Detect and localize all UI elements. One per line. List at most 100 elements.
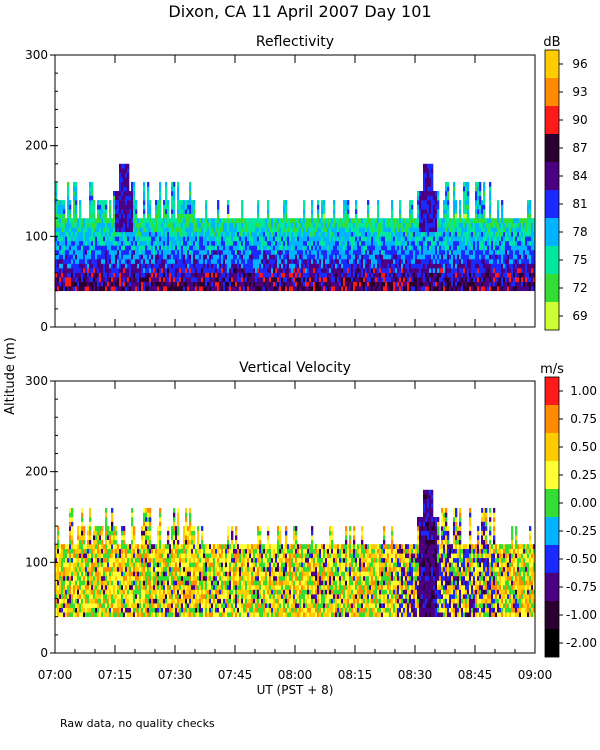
reflectivity-cell <box>97 277 100 282</box>
reflectivity-cell <box>297 272 300 278</box>
reflectivity-cell <box>97 209 100 214</box>
reflectivity-cell <box>399 281 402 287</box>
reflectivity-cell <box>173 281 176 287</box>
reflectivity-cell <box>247 268 250 273</box>
velocity-cell <box>61 575 64 581</box>
reflectivity-cell <box>243 277 246 282</box>
reflectivity-cell <box>505 245 508 251</box>
colorbar-label: 90 <box>572 113 587 127</box>
velocity-cell <box>97 566 100 572</box>
reflectivity-cell <box>453 272 456 278</box>
reflectivity-cell <box>323 218 326 224</box>
reflectivity-cell <box>71 286 74 292</box>
reflectivity-cell <box>415 222 418 228</box>
reflectivity-cell <box>523 240 526 246</box>
reflectivity-cell <box>63 277 66 282</box>
reflectivity-cell <box>157 281 160 287</box>
velocity-cell <box>73 557 76 563</box>
reflectivity-cell <box>207 286 210 292</box>
reflectivity-cell <box>511 259 514 264</box>
reflectivity-cell <box>241 281 244 287</box>
reflectivity-cell <box>425 204 428 210</box>
reflectivity-cell <box>321 249 324 255</box>
reflectivity-cell <box>375 254 378 260</box>
reflectivity-cell <box>391 227 394 233</box>
velocity-cell <box>95 526 98 531</box>
reflectivity-cell <box>471 281 474 287</box>
reflectivity-cell <box>151 263 154 269</box>
reflectivity-cell <box>523 259 526 264</box>
velocity-cell <box>81 562 84 568</box>
reflectivity-cell <box>77 272 80 278</box>
reflectivity-cell <box>83 231 86 237</box>
reflectivity-cell <box>327 281 330 287</box>
reflectivity-cell <box>159 186 162 192</box>
reflectivity-cell <box>533 249 535 255</box>
reflectivity-cell <box>193 200 196 205</box>
reflectivity-cell <box>433 245 436 251</box>
velocity-cell <box>59 585 62 590</box>
reflectivity-cell <box>507 231 510 237</box>
reflectivity-cell <box>503 254 506 260</box>
reflectivity-cell <box>445 286 448 292</box>
reflectivity-cell <box>263 231 266 237</box>
reflectivity-cell <box>355 213 358 219</box>
reflectivity-cell <box>523 272 526 278</box>
reflectivity-cell <box>141 268 144 273</box>
reflectivity-cell <box>257 200 260 205</box>
reflectivity-cell <box>131 263 134 269</box>
reflectivity-cell <box>533 231 535 237</box>
reflectivity-cell <box>523 245 526 251</box>
reflectivity-cell <box>227 213 230 219</box>
reflectivity-cell <box>357 259 360 264</box>
reflectivity-cell <box>163 213 166 219</box>
reflectivity-cell <box>343 281 346 287</box>
reflectivity-cell <box>251 268 254 273</box>
reflectivity-cell <box>115 245 118 251</box>
reflectivity-cell <box>293 268 296 273</box>
reflectivity-cell <box>147 231 150 237</box>
reflectivity-cell <box>387 245 390 251</box>
reflectivity-cell <box>149 254 152 260</box>
reflectivity-cell <box>205 222 208 228</box>
reflectivity-cell <box>505 259 508 264</box>
reflectivity-cell <box>507 245 510 251</box>
reflectivity-cell <box>213 218 216 224</box>
reflectivity-cell <box>377 227 380 233</box>
reflectivity-cell <box>109 222 112 228</box>
reflectivity-cell <box>271 259 274 264</box>
reflectivity-cell <box>125 286 128 292</box>
reflectivity-cell <box>351 254 354 260</box>
reflectivity-cell <box>287 259 290 264</box>
reflectivity-cell <box>223 231 226 237</box>
reflectivity-cell <box>389 281 392 287</box>
reflectivity-cell <box>93 263 96 269</box>
reflectivity-cell <box>347 236 350 242</box>
reflectivity-cell <box>177 272 180 278</box>
reflectivity-cell <box>211 277 214 282</box>
reflectivity-cell <box>277 231 280 237</box>
reflectivity-cell <box>347 209 350 214</box>
reflectivity-cell <box>83 272 86 278</box>
reflectivity-cell <box>347 281 350 287</box>
reflectivity-cell <box>377 213 380 219</box>
reflectivity-cell <box>455 286 458 292</box>
velocity-cell <box>83 562 86 568</box>
reflectivity-cell <box>233 281 236 287</box>
reflectivity-cell <box>389 277 392 282</box>
reflectivity-cell <box>157 231 160 237</box>
reflectivity-cell <box>315 245 318 251</box>
reflectivity-cell <box>369 259 372 264</box>
reflectivity-cell <box>163 272 166 278</box>
reflectivity-cell <box>241 231 244 237</box>
reflectivity-cell <box>147 191 150 196</box>
reflectivity-cell <box>395 281 398 287</box>
reflectivity-cell <box>405 249 408 255</box>
reflectivity-cell <box>295 281 298 287</box>
reflectivity-cell <box>359 222 362 228</box>
reflectivity-cell <box>111 277 114 282</box>
reflectivity-cell <box>67 186 70 192</box>
reflectivity-cell <box>465 181 468 187</box>
reflectivity-cell <box>447 263 450 269</box>
reflectivity-cell <box>65 227 68 233</box>
